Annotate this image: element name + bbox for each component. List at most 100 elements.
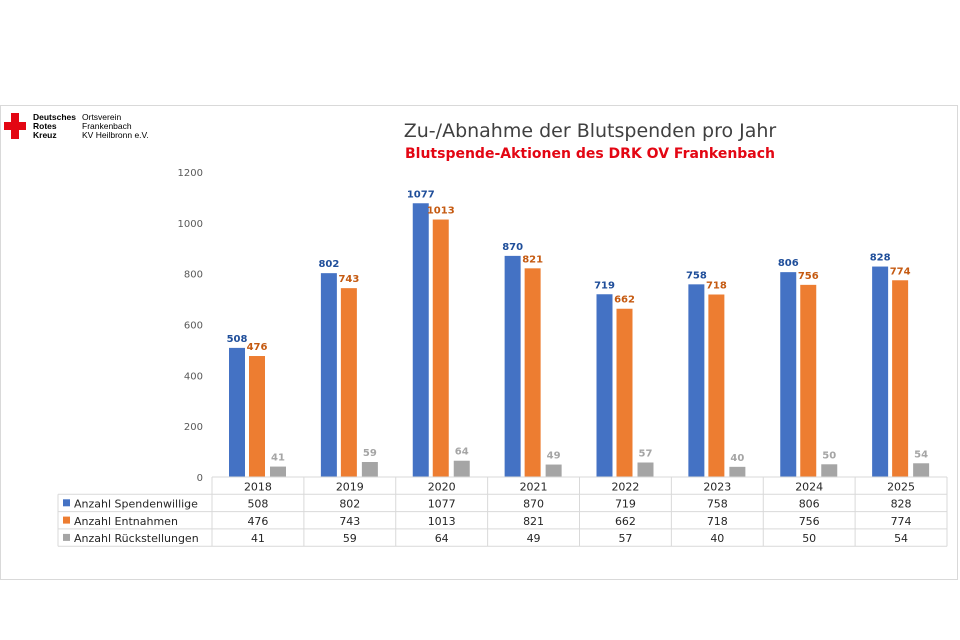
table-cell: 41 <box>251 532 265 545</box>
table-cell: 718 <box>707 515 728 528</box>
bar-0 <box>688 284 705 477</box>
y-tick-label: 400 <box>184 371 203 382</box>
bar-1 <box>524 268 541 477</box>
bar-2 <box>270 466 286 477</box>
bar-2 <box>821 464 838 477</box>
bar-0 <box>780 272 797 477</box>
x-tick-label: 2021 <box>520 480 548 493</box>
chart-title: Zu-/Abnahme der Blutspenden pro Jahr <box>403 120 777 142</box>
data-label: 758 <box>686 270 707 281</box>
bar-1 <box>892 280 909 477</box>
bar-1 <box>800 284 817 477</box>
y-tick-label: 1200 <box>178 168 203 179</box>
legend-key <box>63 499 70 507</box>
logo-text: Rotes <box>33 121 57 131</box>
table-cell: 870 <box>523 498 544 511</box>
data-label: 508 <box>227 334 248 345</box>
x-tick-label: 2023 <box>703 480 731 493</box>
table-cell: 54 <box>894 532 908 545</box>
data-label: 718 <box>706 281 727 292</box>
table-cell: 662 <box>615 515 636 528</box>
table-cell: 743 <box>339 515 360 528</box>
table-cell: 64 <box>435 532 449 545</box>
data-label: 41 <box>271 453 285 464</box>
data-label: 1013 <box>427 206 455 217</box>
x-tick-label: 2024 <box>795 480 823 493</box>
table-cell: 806 <box>799 498 820 511</box>
table-cell: 50 <box>802 532 816 545</box>
table-cell: 40 <box>710 532 724 545</box>
slide-frame <box>0 105 958 580</box>
bar-0 <box>596 294 613 477</box>
bar-0 <box>229 347 245 477</box>
data-label: 57 <box>639 449 653 460</box>
legend-label: Anzahl Spendenwillige <box>74 498 198 511</box>
data-label: 476 <box>247 342 268 353</box>
table-cell: 59 <box>343 532 357 545</box>
x-tick-label: 2025 <box>887 480 915 493</box>
legend-key <box>63 533 70 541</box>
table-cell: 1077 <box>428 498 456 511</box>
bar-0 <box>504 255 521 477</box>
data-label: 49 <box>547 451 561 462</box>
bar-1 <box>616 308 633 477</box>
legend-key <box>63 516 70 524</box>
bar-0 <box>872 266 889 477</box>
legend-label: Anzahl Rückstellungen <box>74 532 199 545</box>
table-cell: 774 <box>891 515 912 528</box>
data-label: 1077 <box>407 189 435 200</box>
data-label: 64 <box>455 447 469 458</box>
x-tick-label: 2019 <box>336 480 364 493</box>
data-label: 806 <box>778 258 799 269</box>
bar-1 <box>249 356 265 477</box>
logo-text: Kreuz <box>33 130 57 140</box>
y-tick-label: 200 <box>184 422 203 433</box>
x-tick-label: 2018 <box>244 480 272 493</box>
bar-2 <box>453 460 470 477</box>
y-tick-label: 1000 <box>178 219 203 230</box>
table-cell: 57 <box>618 532 632 545</box>
table-cell: 802 <box>339 498 360 511</box>
table-cell: 476 <box>247 515 268 528</box>
logo-text: Frankenbach <box>82 121 132 131</box>
bar-2 <box>545 464 562 477</box>
data-label: 40 <box>730 453 744 464</box>
table-cell: 49 <box>527 532 541 545</box>
drk-logo: Deutsches Rotes Kreuz Ortsverein Franken… <box>4 113 164 147</box>
bar-2 <box>637 462 654 477</box>
table-cell: 821 <box>523 515 544 528</box>
bar-0 <box>412 203 429 477</box>
data-label: 719 <box>594 280 615 291</box>
bar-2 <box>913 463 930 477</box>
bar-2 <box>729 466 746 477</box>
table-cell: 1013 <box>428 515 456 528</box>
bar-1 <box>340 288 357 477</box>
logo-text: Ortsverein <box>82 112 122 122</box>
table-cell: 719 <box>615 498 636 511</box>
y-tick-label: 600 <box>184 321 203 332</box>
bar-1 <box>432 219 449 477</box>
table-cell: 756 <box>799 515 820 528</box>
data-label: 50 <box>822 450 836 461</box>
logo-text: Deutsches <box>33 112 76 122</box>
legend-label: Anzahl Entnahmen <box>74 515 178 528</box>
data-label: 756 <box>798 271 819 282</box>
data-label: 54 <box>914 449 928 460</box>
red-cross-bar <box>4 122 26 130</box>
data-label: 774 <box>890 266 911 277</box>
table-cell: 508 <box>247 498 268 511</box>
bar-0 <box>320 273 337 477</box>
x-tick-label: 2022 <box>611 480 639 493</box>
bar-2 <box>361 462 378 477</box>
table-cell: 758 <box>707 498 728 511</box>
data-label: 821 <box>522 254 543 265</box>
data-label: 802 <box>318 259 339 270</box>
data-label: 662 <box>614 295 635 306</box>
logo-text: KV Heilbronn e.V. <box>82 130 149 140</box>
x-tick-label: 2020 <box>428 480 456 493</box>
data-label: 870 <box>502 242 523 253</box>
y-tick-label: 0 <box>197 473 203 484</box>
data-label: 743 <box>338 274 359 285</box>
data-label: 59 <box>363 448 377 459</box>
